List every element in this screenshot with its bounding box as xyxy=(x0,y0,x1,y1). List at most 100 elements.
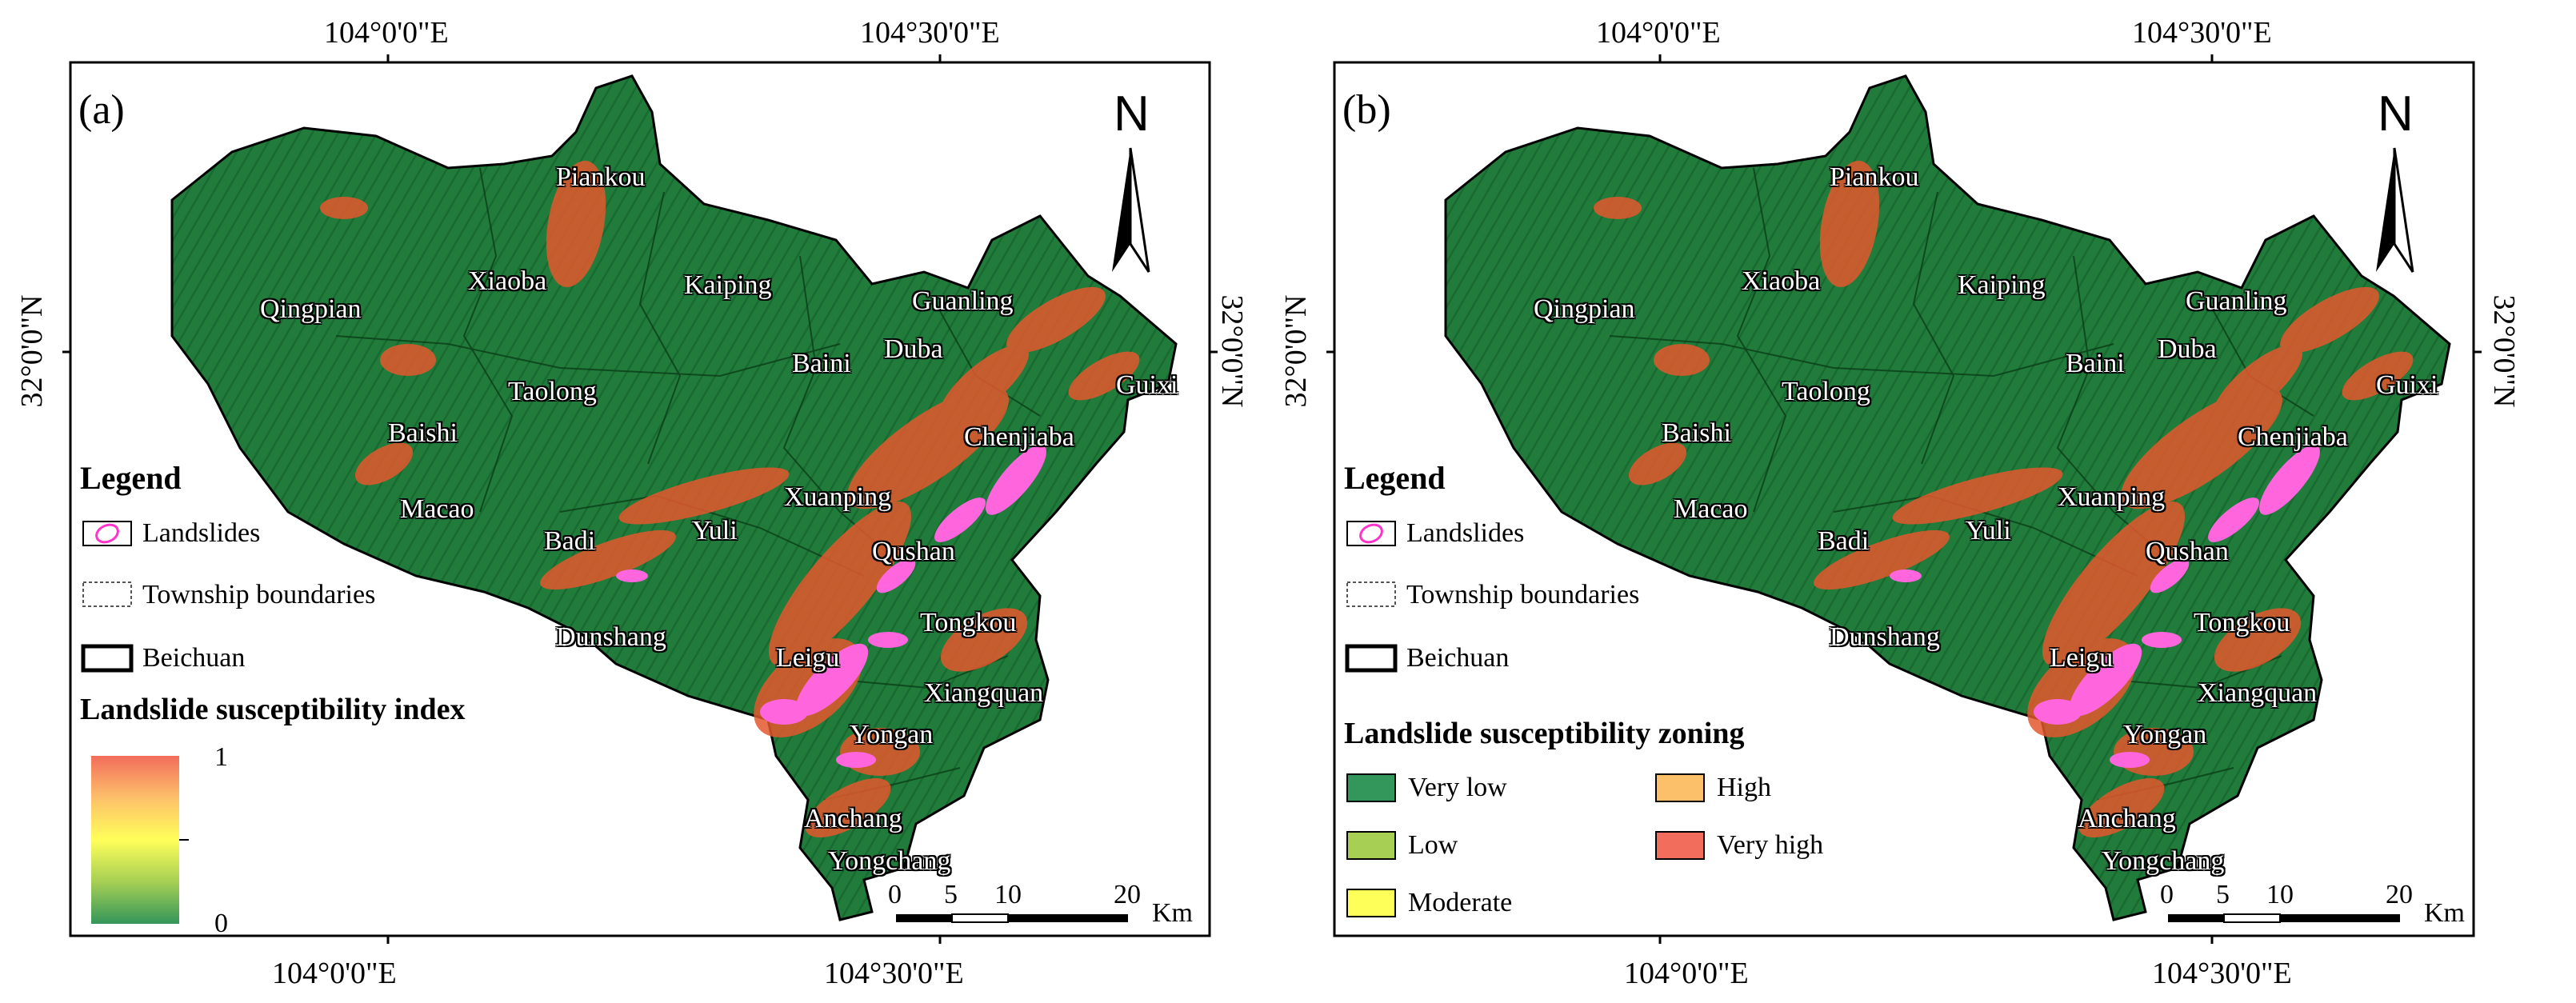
scale-unit: Km xyxy=(1152,898,1193,928)
town-label: Baishi xyxy=(388,418,458,448)
legend-beichuan-symbol xyxy=(81,644,134,673)
scale-bar xyxy=(896,913,1128,923)
gradient-min-label: 0 xyxy=(214,909,228,938)
scale-tick: 20 xyxy=(2386,880,2413,909)
class-swatch xyxy=(1346,889,1396,917)
map-frame xyxy=(69,61,1211,937)
town-label: Leigu xyxy=(2050,643,2114,673)
class-label: Very high xyxy=(1717,830,1824,860)
town-label: Dunshang xyxy=(556,622,666,652)
scale-tick: 0 xyxy=(888,880,902,909)
town-label: Guanling xyxy=(912,286,1014,316)
town-label: Kaiping xyxy=(1958,270,2046,300)
town-label: Badi xyxy=(1818,526,1870,556)
scale-tick: 10 xyxy=(994,880,1022,909)
scale-tick: 5 xyxy=(2216,880,2230,909)
panel-label: (b) xyxy=(1342,87,1391,133)
town-label: Xiangquan xyxy=(924,678,1044,708)
map-frame xyxy=(1333,61,2475,937)
town-label: Duba xyxy=(2158,334,2217,364)
class-label: Low xyxy=(1408,830,1458,860)
legend-item-beichuan: Beichuan xyxy=(142,643,246,673)
legend-title: Legend xyxy=(80,460,182,496)
town-label: Xiaoba xyxy=(468,266,547,296)
lat-label-left: 32°0'0"N xyxy=(15,294,49,408)
legend-title: Legend xyxy=(1344,460,1446,496)
landslide-points xyxy=(1890,445,2320,768)
north-arrow-graphic xyxy=(2376,147,2414,273)
map-a-graphics xyxy=(62,54,1218,944)
north-label: N xyxy=(2378,86,2414,142)
legend-subtitle: Landslide susceptibility zoning xyxy=(1344,717,1745,750)
town-label: Qushan xyxy=(872,537,955,566)
town-label: Yuli xyxy=(692,516,738,545)
legend-beichuan-symbol xyxy=(1345,644,1398,673)
town-label: Qingpian xyxy=(260,294,362,324)
town-label: Anchang xyxy=(2078,804,2176,833)
town-label: Baini xyxy=(792,349,851,378)
town-label: Qingpian xyxy=(1534,294,1635,324)
town-label: Chenjiaba xyxy=(964,422,1074,452)
town-label: Yongchang xyxy=(828,846,951,876)
town-label: Guanling xyxy=(2186,286,2287,316)
town-label: Tongkou xyxy=(2194,608,2290,637)
gradient-max-label: 1 xyxy=(214,742,228,772)
legend-item-beichuan: Beichuan xyxy=(1406,643,1510,673)
town-label: Qushan xyxy=(2146,537,2229,566)
town-label: Piankou xyxy=(1830,162,1919,192)
town-label: Dunshang xyxy=(1830,622,1940,652)
panel-label: (a) xyxy=(78,87,125,133)
lon-label-bottom-left: 104°0'0"E xyxy=(272,957,397,990)
town-label: Yuli xyxy=(1966,516,2011,545)
class-label: High xyxy=(1717,773,1771,802)
class-swatch xyxy=(1346,773,1396,802)
north-label: N xyxy=(1114,86,1150,142)
legend-item-township: Township boundaries xyxy=(142,580,376,609)
class-label: Moderate xyxy=(1408,888,1513,917)
scale-tick: 20 xyxy=(1114,880,1141,909)
town-label: Macao xyxy=(400,494,474,524)
town-label: Xuanping xyxy=(784,482,892,512)
panel-b: 104°0'0"E 104°30'0"E 104°0'0"E 104°30'0"… xyxy=(1279,0,2576,1003)
town-label: Taolong xyxy=(508,377,597,406)
lon-label-top-right: 104°30'0"E xyxy=(860,16,1000,50)
town-label: Anchang xyxy=(804,804,902,833)
town-label: Yongan xyxy=(2123,720,2207,749)
legend-item-landslides: Landslides xyxy=(1406,518,1525,548)
lon-label-bottom-right: 104°30'0"E xyxy=(2152,957,2292,990)
town-label: Xiaoba xyxy=(1742,266,1821,296)
lon-label-bottom-left: 104°0'0"E xyxy=(1624,957,1749,990)
lon-label-bottom-right: 104°30'0"E xyxy=(824,957,964,990)
landslide-points xyxy=(616,445,1046,768)
legend-township-symbol xyxy=(82,581,132,607)
town-label: Baini xyxy=(2066,349,2125,378)
town-label: Leigu xyxy=(776,643,840,673)
town-label: Taolong xyxy=(1782,377,1870,406)
town-label: Guixi xyxy=(2376,370,2438,400)
town-label: Yongan xyxy=(850,720,934,749)
lon-label-top-left: 104°0'0"E xyxy=(324,16,449,50)
north-arrow-graphic xyxy=(1112,147,1150,273)
scale-unit: Km xyxy=(2424,898,2465,928)
town-label: Guixi xyxy=(1116,370,1178,400)
town-label: Piankou xyxy=(556,162,646,192)
class-swatch xyxy=(1346,831,1396,860)
lon-label-top-left: 104°0'0"E xyxy=(1596,16,1721,50)
scale-tick: 10 xyxy=(2266,880,2294,909)
map-b-graphics xyxy=(1326,54,2482,944)
scale-tick: 5 xyxy=(944,880,958,909)
lon-label-top-right: 104°30'0"E xyxy=(2132,16,2272,50)
town-label: Xiangquan xyxy=(2198,678,2318,708)
class-swatch xyxy=(1655,831,1705,860)
legend-township-symbol xyxy=(1346,581,1396,607)
legend-gradient xyxy=(91,756,179,924)
class-swatch xyxy=(1655,773,1705,802)
town-label: Duba xyxy=(884,334,943,364)
legend-item-landslides: Landslides xyxy=(142,518,261,548)
legend-subtitle: Landslide susceptibility index xyxy=(80,693,466,726)
lat-label-right: 32°0'0"N xyxy=(1215,294,1249,408)
town-label: Baishi xyxy=(1662,418,1731,448)
town-label: Kaiping xyxy=(684,270,772,300)
panel-a: 104°0'0"E 104°30'0"E 104°0'0"E 104°30'0"… xyxy=(15,16,1249,990)
lat-label-left: 32°0'0"N xyxy=(1279,294,1313,408)
